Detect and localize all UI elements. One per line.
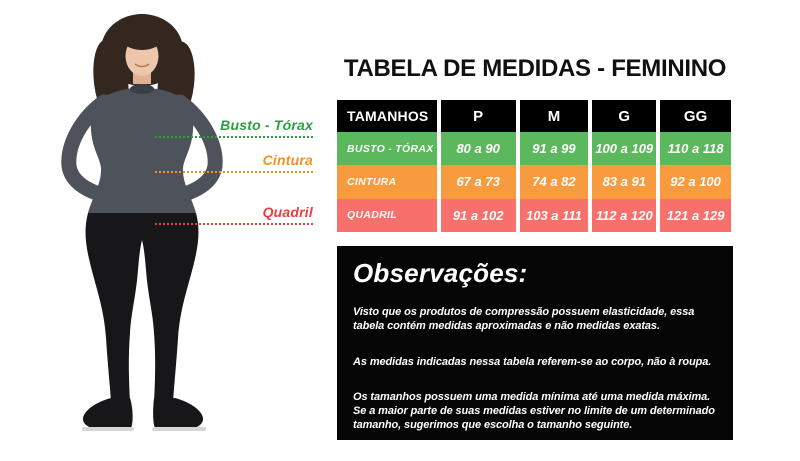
leggings xyxy=(85,213,199,402)
size-table-header-cell: M xyxy=(519,100,589,132)
size-table-header-cell: G xyxy=(592,100,657,132)
size-table-value-cell: 100 a 109 xyxy=(592,132,657,166)
size-table-value-cell: 91 a 102 xyxy=(440,198,516,232)
observations-paragraph: Visto que os produtos de compressão poss… xyxy=(353,306,695,333)
shirt-collar xyxy=(130,84,154,94)
hair-fringe xyxy=(122,28,162,50)
size-table-value-cell: 91 a 99 xyxy=(519,132,589,166)
observations-title: Observações: xyxy=(353,258,528,288)
size-table-value-cell: 92 a 100 xyxy=(660,165,731,199)
measure-label-quadril: Quadril xyxy=(155,204,313,225)
size-table-header-cell: P xyxy=(440,100,516,132)
size-table-value-cell: 67 a 73 xyxy=(440,165,516,199)
size-table: TAMANHOS P M G GG BUSTO - TÓRAX 80 a 90 91 a 99… xyxy=(337,100,731,232)
model-photo xyxy=(61,14,223,431)
size-table-value-cell: 80 a 90 xyxy=(440,132,516,166)
size-table-row-label: QUADRIL xyxy=(337,198,437,232)
size-table-value-cell: 112 a 120 xyxy=(592,198,657,232)
size-table-value-cell: 83 a 91 xyxy=(592,165,657,199)
shirt xyxy=(88,88,196,213)
size-table-row-label: CINTURA xyxy=(337,165,437,199)
size-table-header-cell: TAMANHOS xyxy=(337,100,437,132)
size-table-value-cell: 103 a 111 xyxy=(519,198,589,232)
shoes xyxy=(82,398,206,431)
observations-paragraph: Os tamanhos possuem uma medida mínima at… xyxy=(353,390,715,432)
size-table-header-cell: GG xyxy=(660,100,731,132)
size-table-value-cell: 74 a 82 xyxy=(519,165,589,199)
page-title: TABELA DE MEDIDAS - FEMININO xyxy=(343,55,727,82)
arms xyxy=(61,94,223,203)
size-table-value-cell: 110 a 118 xyxy=(660,132,731,166)
size-table-row-label: BUSTO - TÓRAX xyxy=(337,132,437,166)
measure-label-cintura: Cintura xyxy=(155,152,313,173)
observations-paragraph: As medidas indicadas nessa tabela refere… xyxy=(353,355,712,368)
size-table-value-cell: 121 a 129 xyxy=(660,198,731,232)
smile xyxy=(134,63,150,68)
observations-panel: Observações: Visto que os produtos de co… xyxy=(337,246,733,440)
measure-label-busto: Busto - Tórax xyxy=(155,117,313,138)
